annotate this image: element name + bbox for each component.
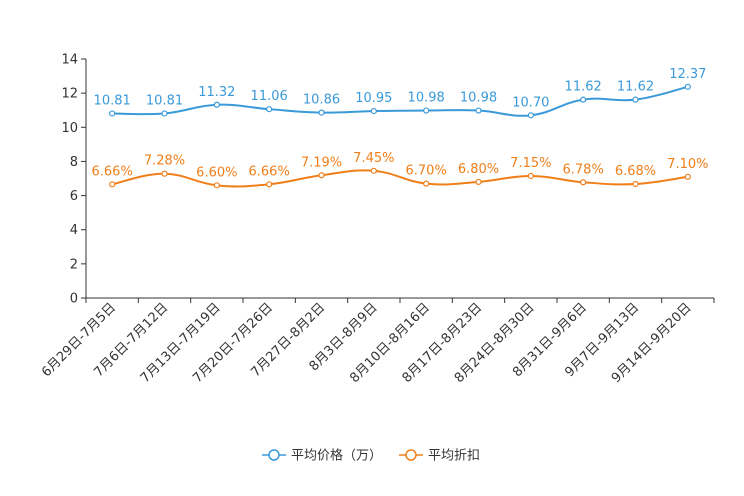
data-point[interactable] [266, 181, 273, 188]
series-line [111, 169, 688, 188]
data-label: 10.81 [146, 93, 183, 108]
data-point[interactable] [580, 179, 587, 186]
data-label: 6.78% [563, 162, 604, 177]
y-tick-label: 4 [70, 223, 78, 238]
series-line [112, 85, 689, 117]
data-label: 6.66% [249, 164, 290, 179]
data-point[interactable] [318, 109, 325, 116]
data-point[interactable] [318, 172, 325, 179]
data-label: 7.45% [353, 151, 394, 166]
data-label: 7.19% [301, 155, 342, 170]
data-point[interactable] [161, 110, 168, 117]
data-label: 10.70 [512, 95, 549, 110]
y-tick-label: 0 [70, 292, 78, 307]
y-tick-label: 10 [61, 121, 78, 136]
data-label: 11.32 [198, 85, 235, 100]
data-label: 6.70% [406, 164, 447, 179]
data-label: 10.86 [303, 93, 340, 108]
data-point[interactable] [423, 180, 430, 187]
data-point[interactable] [109, 181, 116, 188]
data-label: 11.06 [251, 89, 288, 104]
data-label: 10.81 [94, 93, 131, 108]
y-tick-label: 8 [70, 155, 78, 170]
data-label: 6.80% [458, 162, 499, 177]
data-point[interactable] [109, 110, 116, 117]
data-label: 11.62 [617, 80, 654, 95]
data-label: 6.66% [92, 164, 133, 179]
data-point[interactable] [475, 178, 482, 186]
data-point[interactable] [527, 172, 534, 180]
data-point[interactable] [213, 182, 220, 189]
data-point[interactable] [423, 107, 430, 114]
legend-marker-icon [268, 449, 280, 461]
data-label: 12.37 [669, 67, 706, 82]
data-point[interactable] [684, 173, 691, 180]
data-point[interactable] [580, 96, 587, 103]
y-tick-label: 6 [70, 189, 78, 204]
legend-label: 平均折扣 [428, 449, 480, 464]
data-label: 10.98 [408, 91, 445, 106]
data-label: 7.15% [510, 156, 551, 171]
data-label: 10.95 [355, 91, 392, 106]
series-1: 6.66% 7.28% 6.60% 6.66% 7.19% 7.45% 6.70% 6.80%… [92, 151, 708, 189]
legend-label: 平均价格（万） [291, 448, 382, 464]
data-point[interactable] [161, 170, 168, 177]
data-point[interactable] [213, 101, 220, 108]
chart-series: 10.81 10.81 11.32 11.06 10.86 10.95 10.98 10.98… [92, 67, 708, 189]
data-label: 6.60% [196, 165, 237, 180]
legend-item-0[interactable]: 平均价格（万） [262, 448, 382, 464]
y-tick-label: 14 [61, 53, 78, 68]
data-label: 7.28% [144, 154, 185, 169]
series-0: 10.81 10.81 11.32 11.06 10.86 10.95 10.98 10.98… [94, 67, 706, 119]
data-point[interactable] [370, 167, 377, 174]
data-label: 7.10% [667, 157, 708, 172]
legend-item-1[interactable]: 平均折扣 [399, 449, 480, 464]
data-point[interactable] [370, 107, 377, 115]
chart-legend[interactable]: 平均价格（万） 平均折扣 [262, 448, 480, 464]
data-point[interactable] [266, 106, 273, 113]
data-point[interactable] [475, 107, 482, 114]
y-tick-label: 12 [61, 87, 78, 102]
data-point[interactable] [527, 112, 534, 119]
data-label: 11.62 [565, 80, 602, 95]
y-tick-label: 2 [70, 257, 78, 272]
legend-marker-icon [405, 449, 417, 461]
data-point[interactable] [632, 180, 639, 188]
data-point[interactable] [632, 96, 639, 103]
data-label: 6.68% [615, 164, 656, 179]
data-label: 10.98 [460, 91, 497, 106]
data-point[interactable] [684, 83, 691, 90]
